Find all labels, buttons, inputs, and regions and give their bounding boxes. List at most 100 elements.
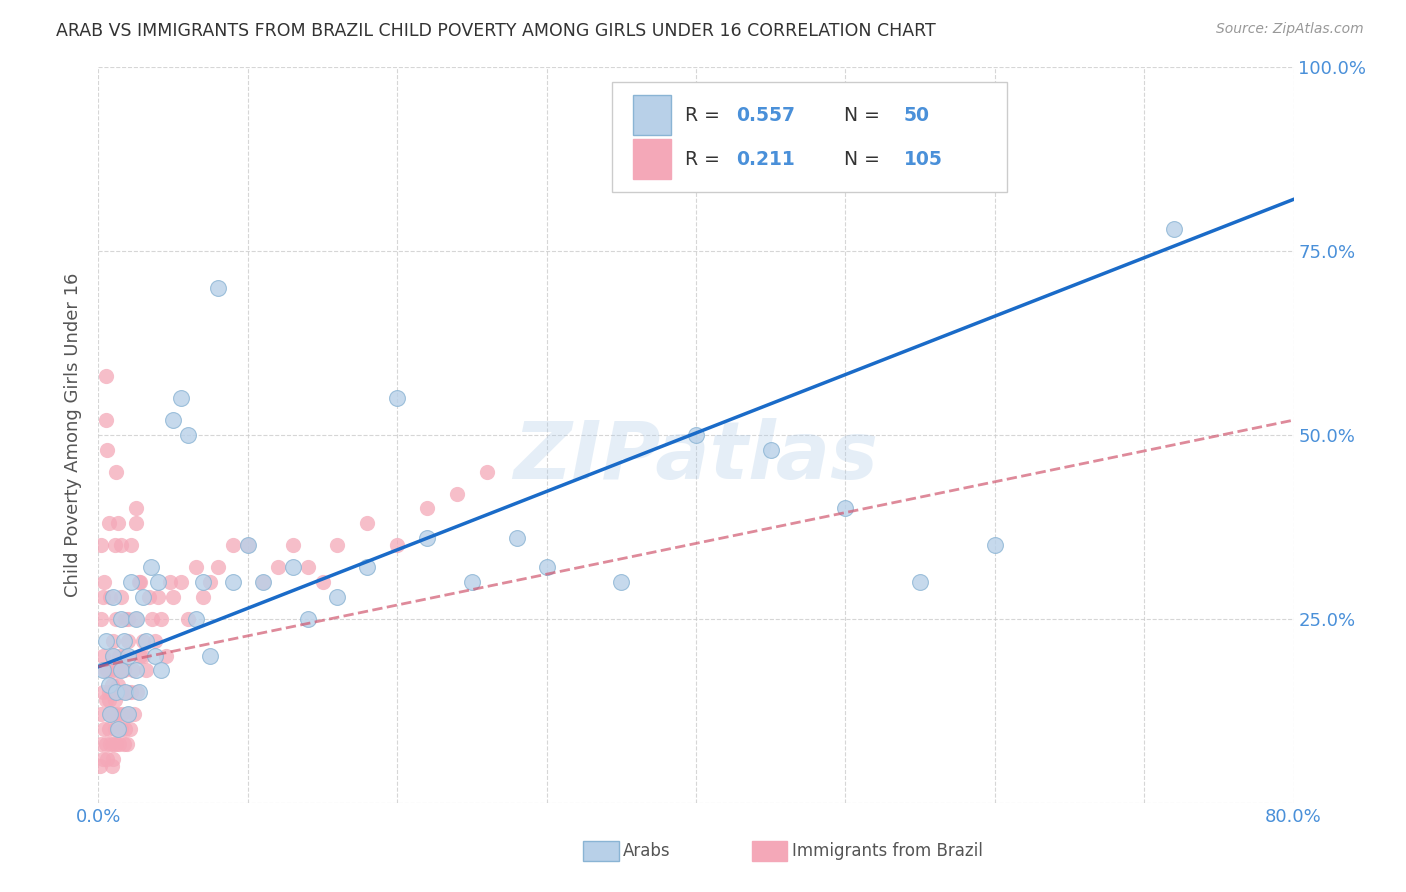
Point (89, 759, 111, 773)
Point (114, 685, 136, 699)
Point (96, 442, 118, 457)
FancyBboxPatch shape (613, 81, 1007, 192)
Point (110, 723, 132, 737)
Point (90, 538, 112, 552)
Point (222, 538, 245, 552)
Text: Arabs: Arabs (623, 842, 671, 860)
Point (110, 538, 132, 552)
Point (114, 612, 136, 626)
Point (97, 678, 120, 692)
Text: 0.557: 0.557 (737, 105, 796, 125)
Point (326, 538, 349, 552)
Point (356, 560, 378, 574)
Point (117, 612, 139, 626)
Point (148, 590, 170, 604)
Point (105, 685, 128, 699)
Point (90, 737, 112, 751)
Point (139, 560, 162, 574)
Point (105, 737, 128, 751)
Point (150, 612, 173, 626)
Point (252, 575, 274, 590)
Point (200, 575, 222, 590)
Point (94, 692, 117, 706)
Bar (633, 95, 671, 136)
Point (104, 723, 127, 737)
Text: R =: R = (685, 150, 733, 169)
Point (184, 612, 207, 626)
Point (101, 648, 124, 663)
Point (120, 538, 142, 552)
Point (610, 575, 633, 590)
Point (1163, 222, 1185, 236)
Point (385, 391, 409, 405)
Text: R =: R = (685, 105, 725, 125)
Point (107, 678, 129, 692)
Point (385, 538, 409, 552)
Point (107, 516, 129, 530)
Point (252, 575, 274, 590)
Point (115, 737, 138, 751)
Point (101, 664, 124, 678)
Point (112, 685, 135, 699)
Point (127, 685, 149, 699)
Point (132, 590, 155, 604)
Point (177, 427, 200, 442)
Text: Immigrants from Brazil: Immigrants from Brazil (792, 842, 983, 860)
Point (98, 707, 122, 722)
Point (117, 633, 139, 648)
Point (236, 538, 259, 552)
Point (104, 538, 127, 552)
Point (103, 737, 125, 751)
Point (297, 560, 319, 574)
Point (96, 751, 118, 765)
Point (759, 442, 782, 457)
Point (117, 707, 139, 722)
Point (207, 281, 229, 295)
Point (120, 685, 142, 699)
Point (103, 633, 125, 648)
Point (536, 560, 558, 574)
Point (125, 664, 148, 678)
Point (138, 590, 160, 604)
Point (326, 590, 349, 604)
Point (155, 648, 177, 663)
Point (124, 707, 146, 722)
Point (191, 590, 214, 604)
Point (101, 678, 124, 692)
Point (110, 590, 132, 604)
Point (169, 575, 191, 590)
Text: 105: 105 (904, 150, 943, 169)
Point (114, 648, 136, 663)
Point (267, 560, 290, 574)
Point (111, 664, 134, 678)
Point (112, 737, 135, 751)
Point (90, 612, 112, 626)
Point (135, 664, 157, 678)
Point (125, 612, 148, 626)
Text: 0.211: 0.211 (737, 150, 796, 169)
Point (94, 737, 117, 751)
Point (475, 465, 498, 479)
Point (236, 538, 259, 552)
Point (128, 575, 150, 590)
Point (162, 413, 184, 427)
Point (150, 664, 173, 678)
Point (103, 707, 125, 722)
Point (446, 487, 468, 501)
Text: Source: ZipAtlas.com: Source: ZipAtlas.com (1216, 22, 1364, 37)
Point (110, 612, 132, 626)
Point (91, 648, 114, 663)
Point (129, 648, 152, 663)
Point (94, 369, 117, 384)
Point (97, 685, 120, 699)
Point (281, 538, 304, 552)
Point (128, 685, 150, 699)
Point (125, 501, 148, 516)
Point (117, 707, 139, 722)
Point (110, 685, 132, 699)
Text: 50: 50 (904, 105, 929, 125)
Point (91, 751, 114, 765)
Point (117, 648, 139, 663)
Point (135, 633, 157, 648)
Point (103, 648, 125, 663)
